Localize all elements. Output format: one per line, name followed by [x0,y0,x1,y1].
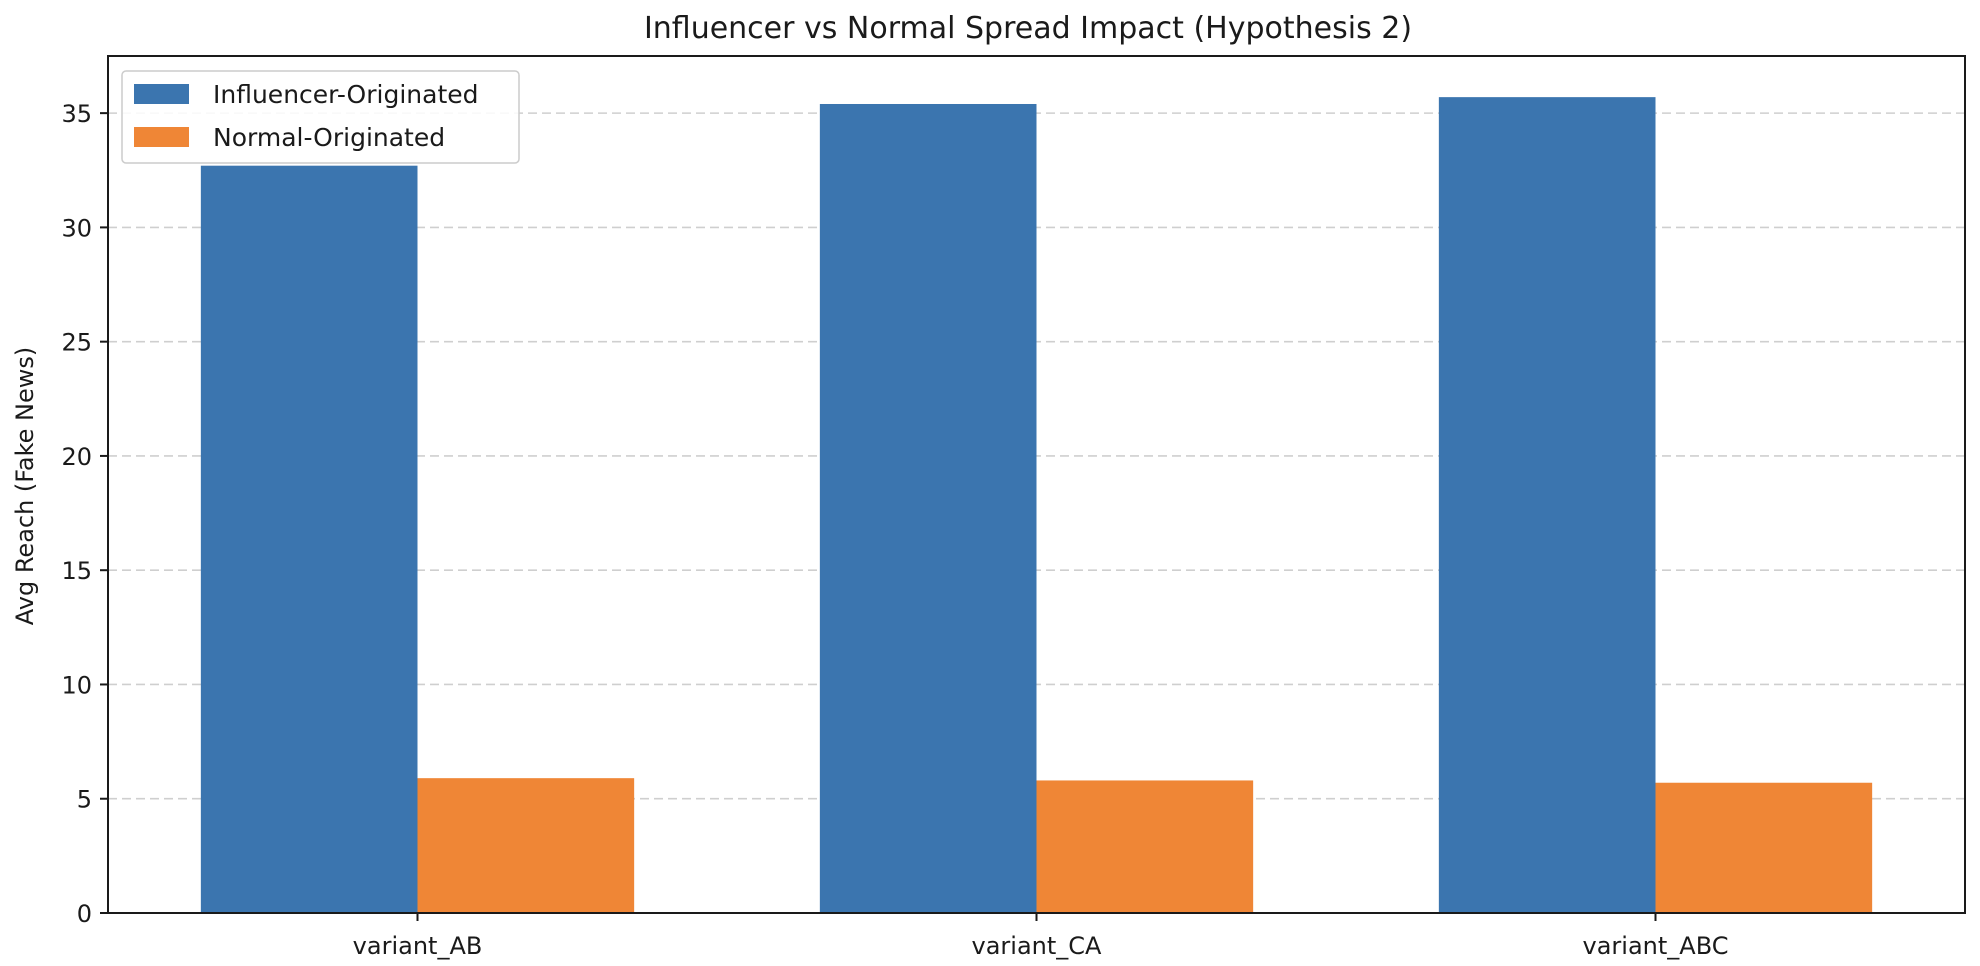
bar-normal-variant_ABC [1655,782,1873,913]
y-tick-label: 35 [61,100,92,128]
y-tick-label: 20 [61,443,92,471]
legend: Influencer-Originated Normal-Originated [121,70,520,164]
y-tick-label: 5 [77,786,92,814]
legend-label-normal: Normal-Originated [213,123,445,152]
bar-normal-variant_AB [417,778,635,913]
legend-swatch-influencer [134,84,189,104]
y-tick-label: 10 [61,671,92,699]
y-axis-ticks: 0 5 10 15 20 25 30 35 [61,100,108,928]
y-tick-label: 0 [77,900,92,928]
bar-influencer-variant_ABC [1438,97,1656,914]
legend-swatch-normal [134,127,189,147]
legend-box [121,70,520,164]
y-tick-label: 30 [61,214,92,242]
bar-normal-variant_CA [1036,780,1254,913]
legend-label-influencer: Influencer-Originated [213,80,479,109]
bar-influencer-variant_AB [200,165,418,914]
y-tick-label: 15 [61,557,92,585]
x-axis-ticks: variant_AB variant_CA variant_ABC [353,913,1729,960]
y-axis-label: Avg Reach (Fake News) [11,347,39,626]
bar-influencer-variant_CA [819,103,1037,913]
x-tick-label: variant_AB [353,932,483,960]
chart-title: Influencer vs Normal Spread Impact (Hypo… [644,11,1412,46]
y-tick-label: 25 [61,329,92,357]
x-tick-label: variant_CA [972,932,1103,960]
x-tick-label: variant_ABC [1583,932,1729,960]
bars [200,97,1873,914]
